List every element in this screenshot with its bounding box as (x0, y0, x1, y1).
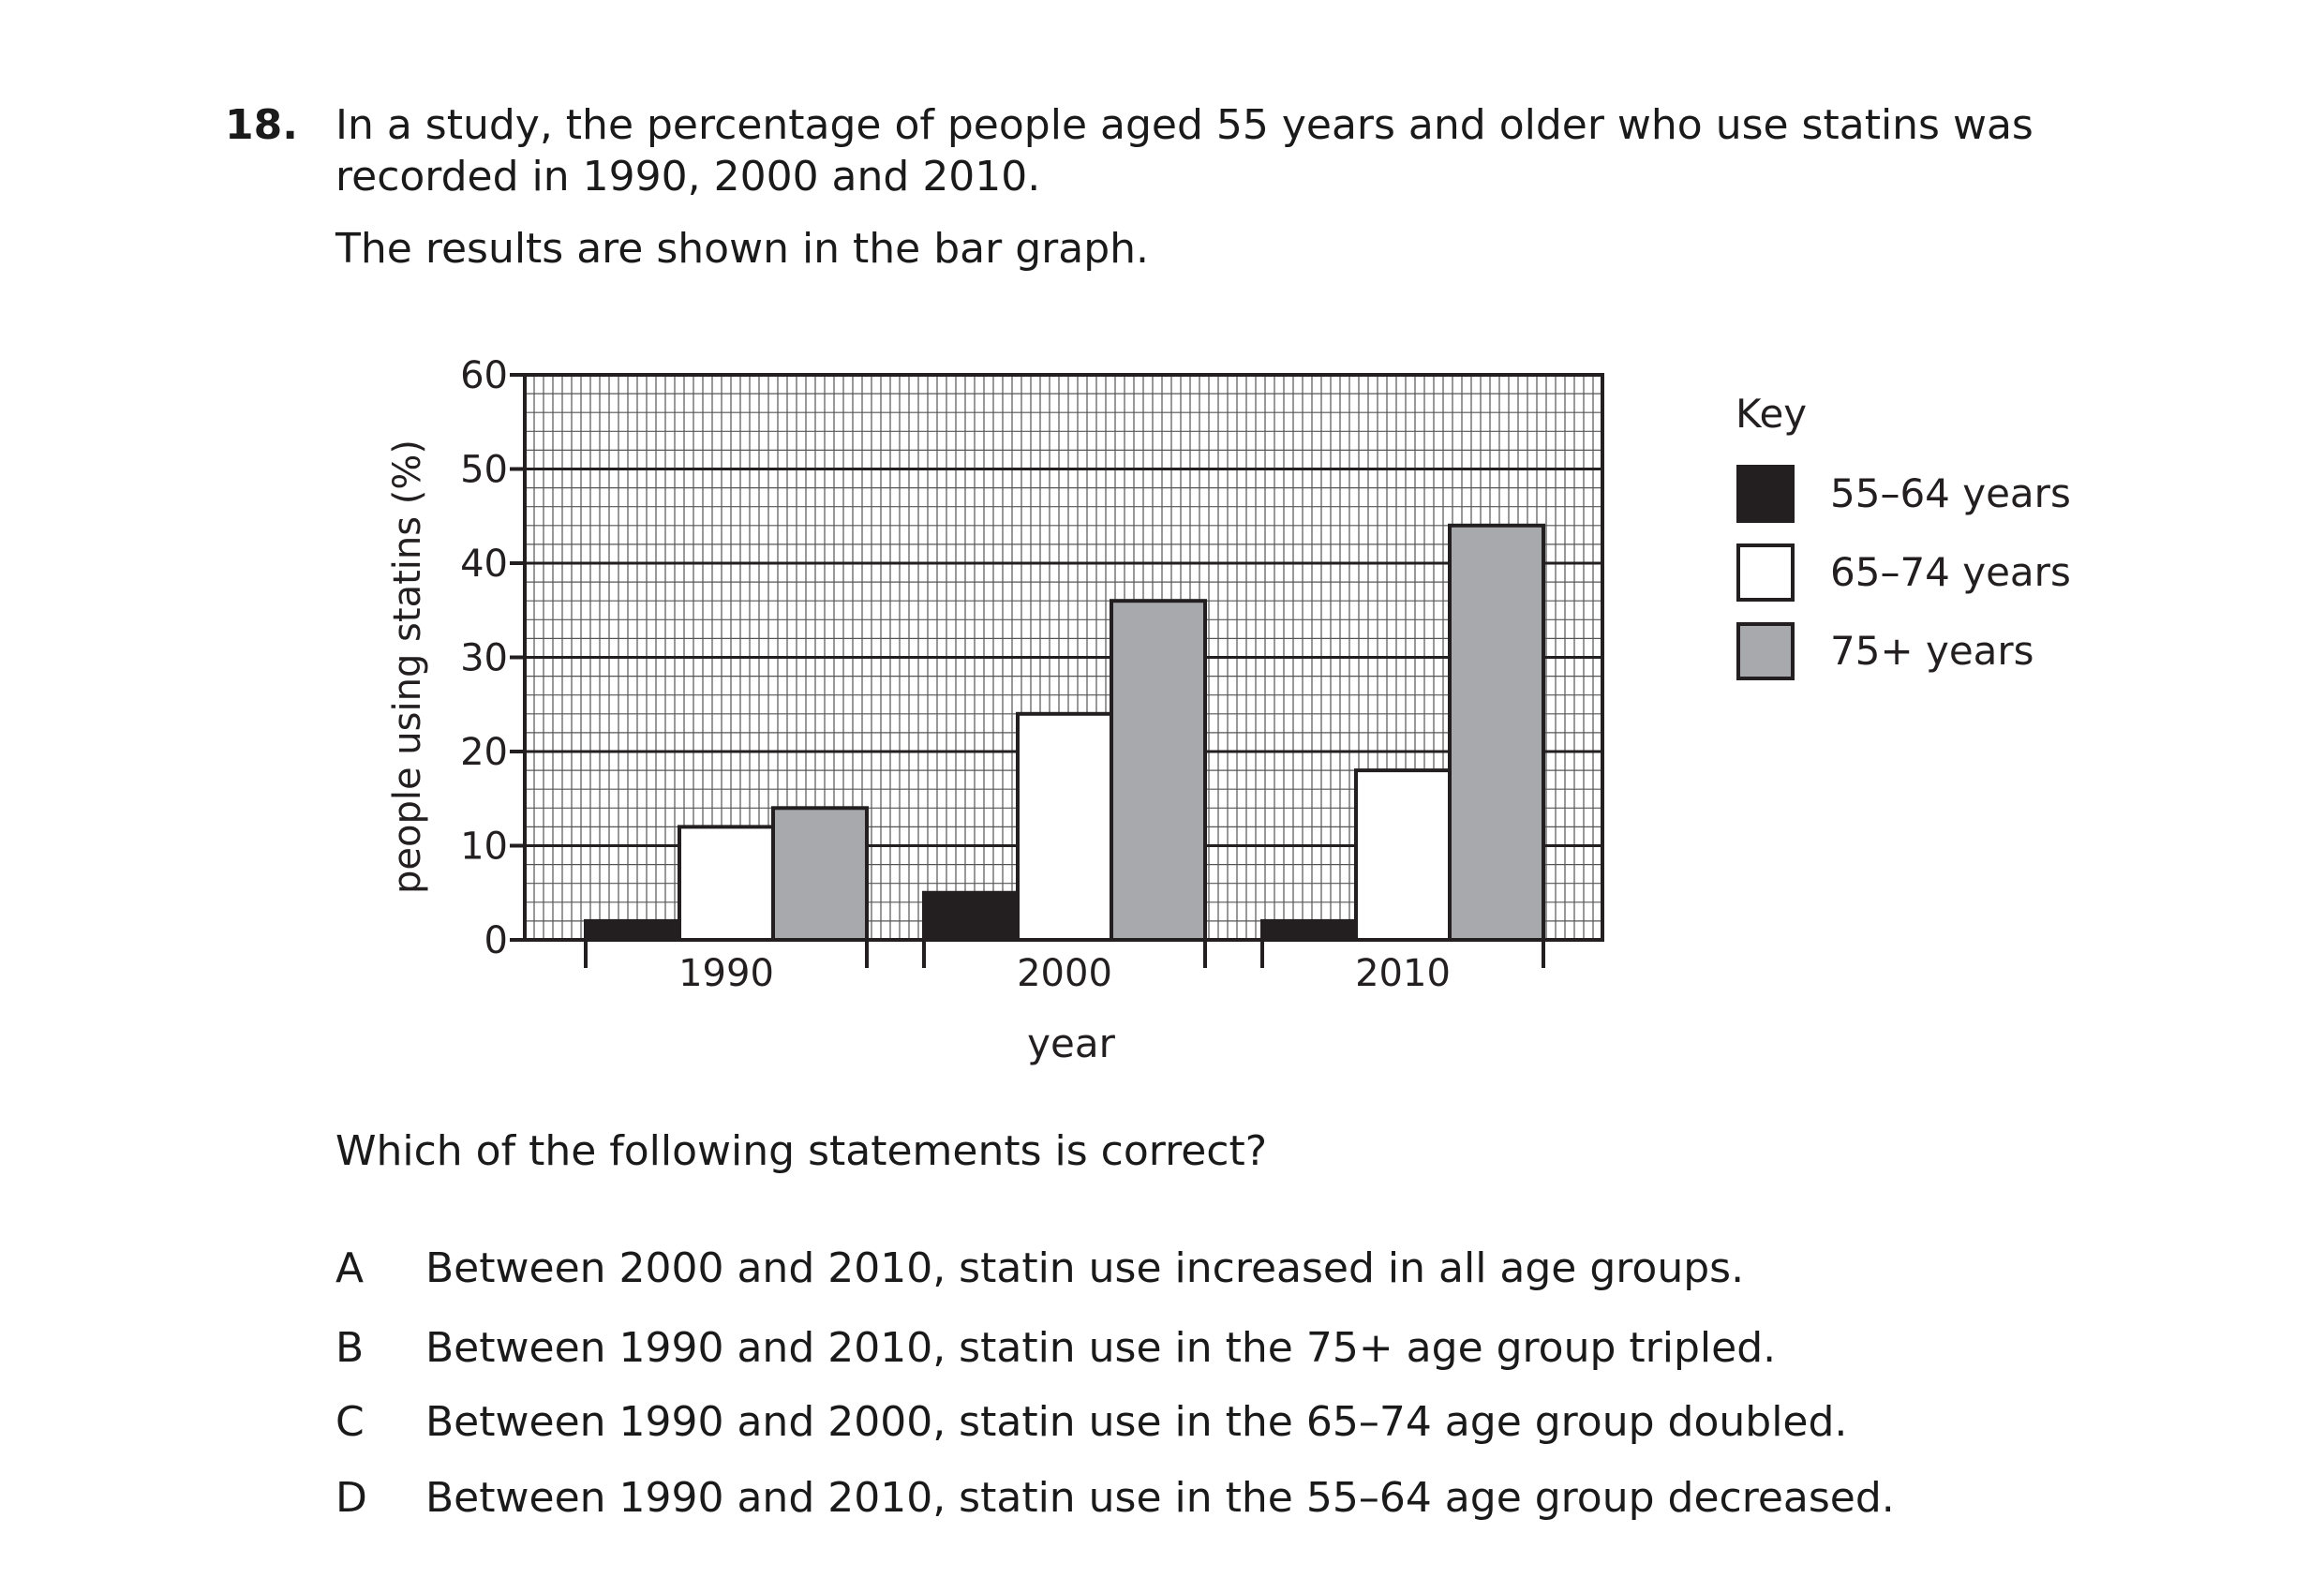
bar-2000-55-64-years (922, 890, 1020, 942)
legend-swatch (1736, 622, 1795, 680)
option-letter: D (335, 1474, 367, 1522)
legend-label: 55–64 years (1830, 470, 2071, 516)
y-tick-label: 50 (460, 449, 508, 492)
question-stem: In a study, the percentage of people age… (335, 101, 2034, 201)
bar-1990-75-years (771, 806, 869, 942)
legend-swatch (1736, 543, 1795, 602)
option-a[interactable]: A Between 2000 and 2010, statin use incre… (335, 1244, 1744, 1292)
bar-1990-55-64-years (584, 918, 681, 943)
legend-label: 75+ years (1830, 628, 2034, 674)
legend-label: 65–74 years (1830, 549, 2071, 595)
question-number: 18. (225, 101, 298, 149)
option-d[interactable]: D Between 1990 and 2010, statin use in th… (335, 1474, 1895, 1522)
option-letter: B (335, 1324, 365, 1372)
option-c[interactable]: C Between 1990 and 2000, statin use in th… (335, 1398, 1847, 1446)
option-text: Between 1990 and 2010, statin use in the… (425, 1324, 1777, 1372)
y-axis-title: people using statins (%) (386, 439, 429, 894)
x-tick-label: 2000 (1017, 952, 1112, 995)
y-tick-label: 0 (484, 919, 508, 962)
option-letter: C (335, 1398, 365, 1446)
option-text: Between 2000 and 2010, statin use increa… (425, 1244, 1745, 1292)
y-tick-label: 60 (460, 354, 508, 397)
bar-2000-75-years (1110, 599, 1207, 942)
bar-2010-75-years (1448, 523, 1545, 942)
question-prompt: Which of the following statements is cor… (335, 1127, 1268, 1175)
option-b[interactable]: B Between 1990 and 2010, statin use in th… (335, 1324, 1776, 1372)
legend-title: Key (1736, 391, 1807, 437)
bar-2000-65-74-years (1016, 711, 1113, 942)
bar-2010-55-64-years (1260, 918, 1358, 943)
x-axis-title: year (1027, 1020, 1115, 1066)
question-stem-2: The results are shown in the bar graph. (335, 225, 1149, 273)
x-tick-label: 1990 (678, 952, 774, 995)
y-tick-label: 10 (460, 826, 508, 869)
y-tick-label: 40 (460, 543, 508, 586)
x-tick-label: 2010 (1355, 952, 1451, 995)
option-text: Between 1990 and 2000, statin use in the… (425, 1398, 1848, 1446)
legend-swatch (1736, 465, 1795, 523)
y-tick-label: 30 (460, 637, 508, 680)
option-letter: A (335, 1244, 365, 1292)
option-text: Between 1990 and 2010, statin use in the… (425, 1474, 1895, 1522)
bar-2010-65-74-years (1354, 768, 1452, 942)
y-tick-label: 20 (460, 731, 508, 774)
bar-1990-65-74-years (678, 825, 775, 943)
bar-chart: 0 10 20 30 40 50 60 people using statins (%) 199… (386, 354, 2071, 1066)
